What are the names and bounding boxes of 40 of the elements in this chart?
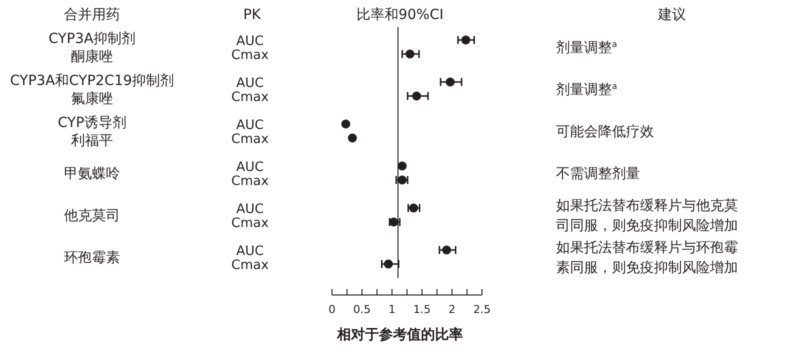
category-label: AUC [236, 76, 264, 91]
category-label: Cmax [231, 132, 269, 147]
category-label: Cmax [231, 48, 269, 63]
category-label: Cmax [231, 258, 269, 273]
x-tick-label: 0 [328, 303, 336, 316]
recommendation: 可能会降低疗效 [556, 124, 654, 140]
recommendation: 剂量调整$^{a}$ [556, 38, 618, 56]
recommendation: 如果托法替布缓释片与环孢霉 [556, 240, 738, 256]
group-label: 利福平 [71, 133, 113, 149]
x-tick-label: 1 [388, 303, 396, 316]
category-label: AUC [236, 118, 264, 133]
group-label: CYP3A和CYP2C19抑制剂 [10, 73, 174, 89]
group-label: CYP3A抑制剂 [48, 31, 136, 47]
category-label: AUC [236, 244, 264, 259]
header: PK [243, 7, 261, 23]
recommendation: 司同服，则免疫抑制风险增加 [556, 218, 738, 234]
header: 建议 [658, 7, 686, 23]
group-label: 他克莫司 [64, 208, 120, 224]
x-tick-label: 2 [448, 303, 456, 316]
category-label: Cmax [231, 90, 269, 105]
group-label: 环孢霉素 [64, 250, 120, 266]
category-label: AUC [236, 34, 264, 49]
recommendation: 剂量调整$^{a}$ [556, 80, 618, 98]
recommendation: 不需调整剂量 [556, 166, 640, 182]
group-label: 氟康唑 [71, 91, 113, 107]
recommendation: 如果托法替布缓释片与他克莫 [556, 198, 738, 214]
x-label: 相对于参考值的比率 [337, 327, 463, 343]
group-label: 酮康唑 [71, 49, 113, 65]
group-label: CYP诱导剂 [58, 115, 126, 131]
title: 比率和90%CI [356, 7, 444, 23]
x-tick-label: 0.5 [353, 303, 371, 316]
category-label: Cmax [231, 216, 269, 231]
category-label: AUC [236, 160, 264, 175]
category-label: AUC [236, 202, 264, 217]
x-tick-label: 1.5 [413, 303, 431, 316]
x-tick-label: 2.5 [473, 303, 491, 316]
category-label: Cmax [231, 174, 269, 189]
group-label: 甲氨蝶呤 [64, 166, 120, 182]
header: 合并用药 [64, 7, 120, 23]
recommendation: 素同服，则免疫抑制风险增加 [556, 260, 738, 276]
